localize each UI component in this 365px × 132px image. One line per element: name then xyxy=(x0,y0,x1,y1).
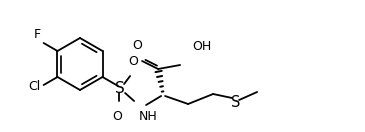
Text: S: S xyxy=(231,95,241,110)
Text: O: O xyxy=(128,55,138,68)
Text: O: O xyxy=(112,110,122,123)
Text: S: S xyxy=(115,81,125,95)
Text: OH: OH xyxy=(192,40,211,53)
Text: Cl: Cl xyxy=(28,79,41,93)
Text: F: F xyxy=(34,28,41,41)
Text: NH: NH xyxy=(139,110,158,123)
Text: O: O xyxy=(132,39,142,52)
